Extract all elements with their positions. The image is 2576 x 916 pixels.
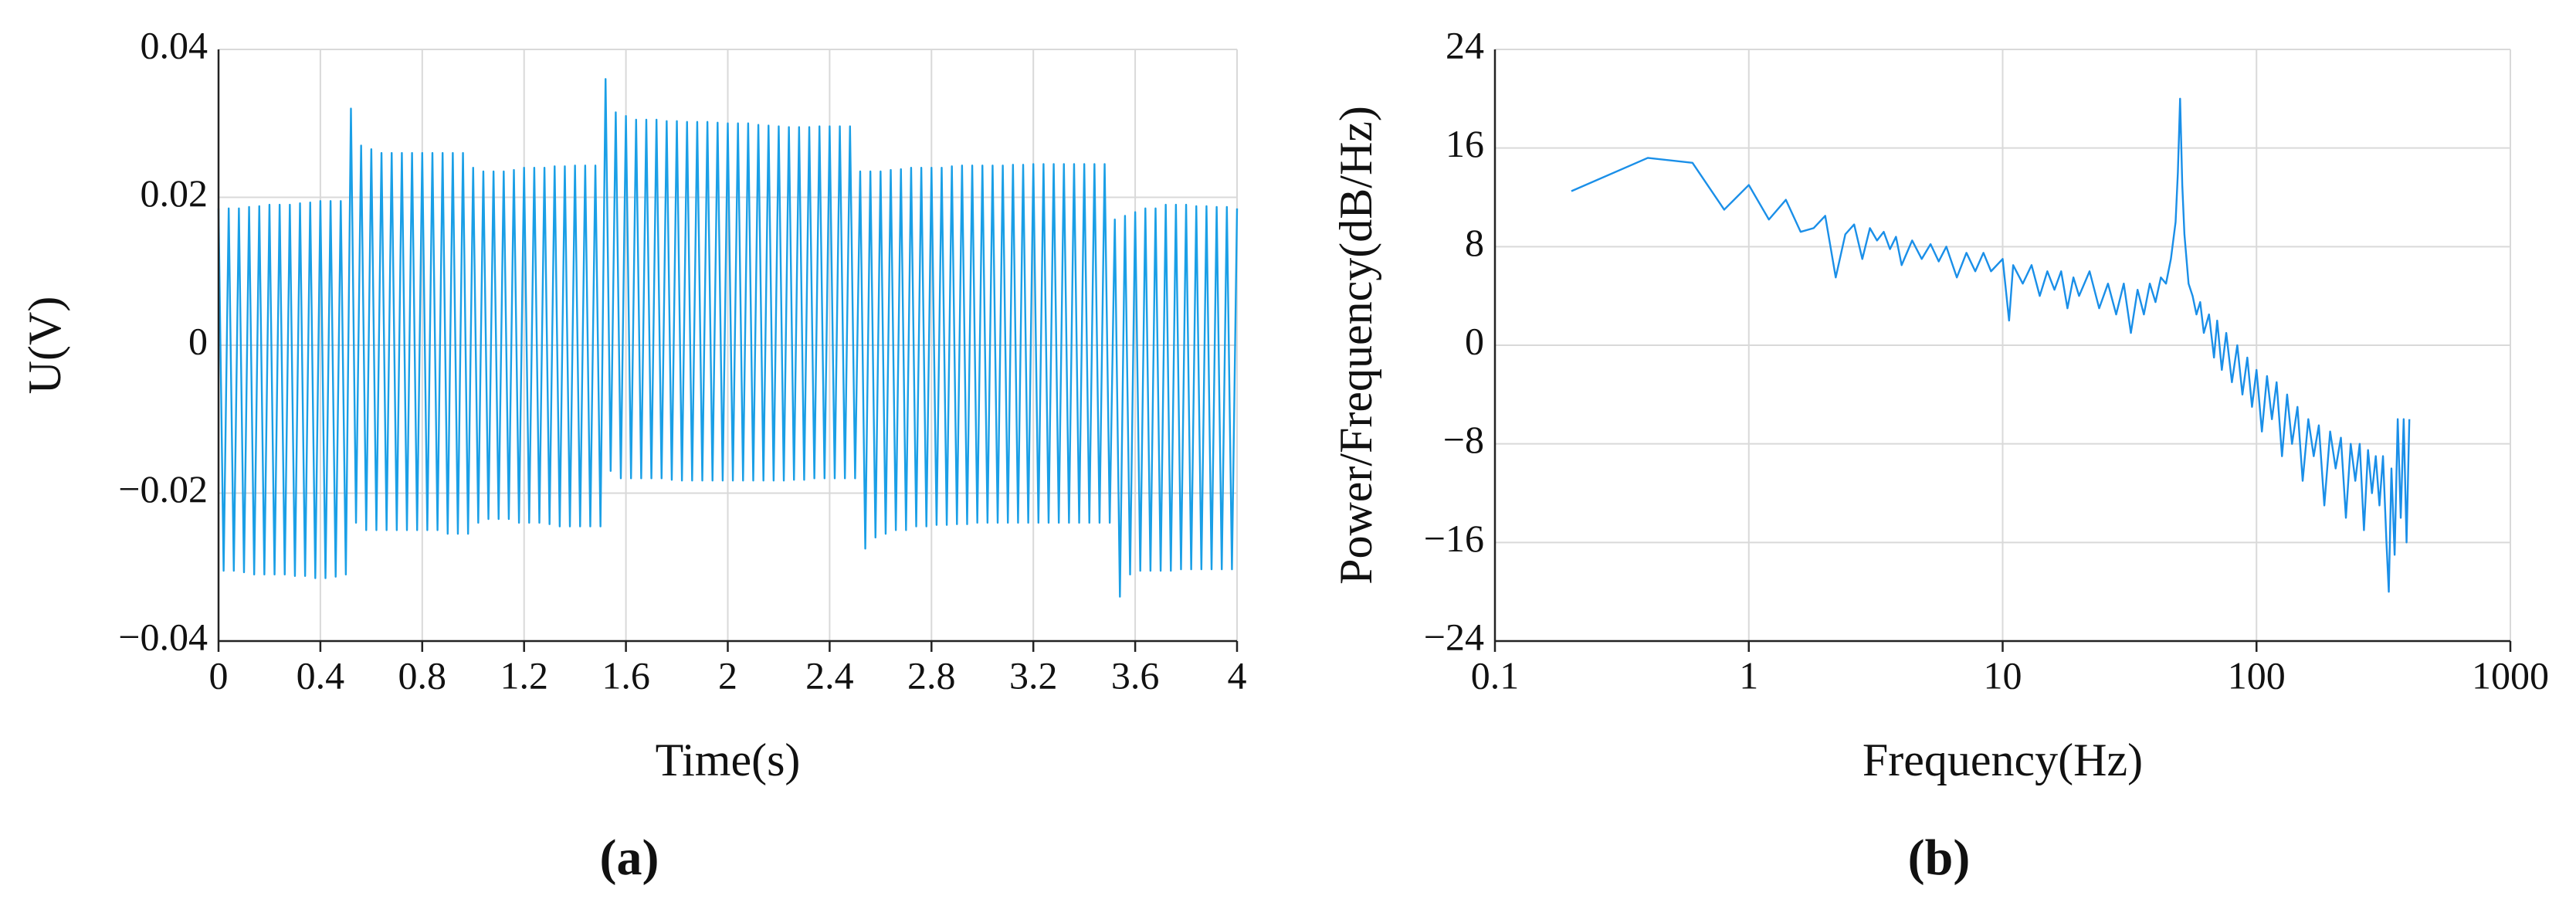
x-tick-label: 1000 [2472, 653, 2549, 697]
x-tick-label: 0.1 [1471, 653, 1520, 697]
x-tick-label: 0 [209, 653, 229, 697]
y-axis-title: Power/Frequency(dB/Hz) [1330, 106, 1381, 585]
x-tick-label: 10 [1984, 653, 2022, 697]
y-tick-label: 8 [1465, 221, 1484, 264]
caption: (a) [600, 829, 659, 886]
y-axis-title: U(V) [19, 297, 70, 395]
y-tick-label: −0.02 [118, 467, 208, 511]
y-tick-label: 16 [1446, 122, 1484, 165]
x-tick-label: 1.2 [500, 653, 548, 697]
x-tick-label: 2.4 [805, 653, 854, 697]
y-tick-label: −8 [1443, 418, 1484, 461]
x-tick-label: 0.8 [398, 653, 447, 697]
caption: (b) [1908, 829, 1971, 886]
y-tick-label: −16 [1424, 517, 1484, 560]
y-tick-label: 0.02 [141, 171, 208, 215]
data-line [1571, 97, 2411, 593]
x-tick-label: 0.4 [297, 653, 345, 697]
y-tick-label: 24 [1446, 23, 1484, 66]
x-tick-label: 2 [718, 653, 737, 697]
x-tick-label: 2.8 [907, 653, 956, 697]
x-axis-title: Time(s) [656, 734, 801, 785]
x-tick-label: 3.6 [1111, 653, 1160, 697]
y-tick-label: 0 [1465, 319, 1484, 362]
data-line [217, 78, 1239, 598]
x-tick-label: 1 [1739, 653, 1758, 697]
x-tick-label: 4 [1228, 653, 1247, 697]
x-tick-label: 1.6 [602, 653, 650, 697]
y-tick-label: −24 [1424, 615, 1484, 658]
x-axis-title: Frequency(Hz) [1863, 734, 2143, 785]
y-tick-label: 0.04 [141, 23, 208, 66]
y-tick-label: 0 [188, 319, 208, 362]
y-tick-label: −0.04 [118, 615, 208, 658]
x-tick-label: 3.2 [1009, 653, 1058, 697]
x-tick-label: 100 [2228, 653, 2286, 697]
